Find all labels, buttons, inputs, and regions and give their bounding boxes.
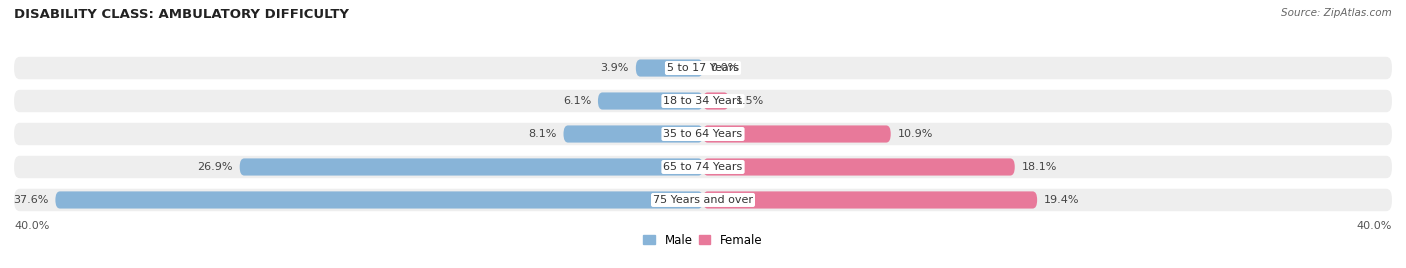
Text: 35 to 64 Years: 35 to 64 Years — [664, 129, 742, 139]
Text: 40.0%: 40.0% — [1357, 221, 1392, 231]
Text: 0.0%: 0.0% — [710, 63, 738, 73]
FancyBboxPatch shape — [14, 189, 1392, 211]
Text: 18 to 34 Years: 18 to 34 Years — [664, 96, 742, 106]
FancyBboxPatch shape — [636, 59, 703, 77]
FancyBboxPatch shape — [14, 57, 1392, 79]
FancyBboxPatch shape — [703, 158, 1015, 176]
FancyBboxPatch shape — [14, 156, 1392, 178]
Text: Source: ZipAtlas.com: Source: ZipAtlas.com — [1281, 8, 1392, 18]
Text: 10.9%: 10.9% — [897, 129, 934, 139]
FancyBboxPatch shape — [703, 191, 1038, 209]
FancyBboxPatch shape — [14, 123, 1392, 145]
Text: 3.9%: 3.9% — [600, 63, 628, 73]
Text: 40.0%: 40.0% — [14, 221, 49, 231]
Text: 8.1%: 8.1% — [529, 129, 557, 139]
Text: 18.1%: 18.1% — [1022, 162, 1057, 172]
Text: 37.6%: 37.6% — [13, 195, 48, 205]
FancyBboxPatch shape — [564, 125, 703, 143]
Text: 6.1%: 6.1% — [562, 96, 591, 106]
FancyBboxPatch shape — [239, 158, 703, 176]
Text: 75 Years and over: 75 Years and over — [652, 195, 754, 205]
FancyBboxPatch shape — [598, 92, 703, 110]
FancyBboxPatch shape — [14, 90, 1392, 112]
Text: 19.4%: 19.4% — [1045, 195, 1080, 205]
Text: 26.9%: 26.9% — [197, 162, 233, 172]
Text: 5 to 17 Years: 5 to 17 Years — [666, 63, 740, 73]
FancyBboxPatch shape — [703, 125, 891, 143]
FancyBboxPatch shape — [703, 92, 728, 110]
FancyBboxPatch shape — [55, 191, 703, 209]
Text: DISABILITY CLASS: AMBULATORY DIFFICULTY: DISABILITY CLASS: AMBULATORY DIFFICULTY — [14, 8, 349, 21]
Text: 1.5%: 1.5% — [735, 96, 763, 106]
Text: 65 to 74 Years: 65 to 74 Years — [664, 162, 742, 172]
Legend: Male, Female: Male, Female — [638, 229, 768, 252]
